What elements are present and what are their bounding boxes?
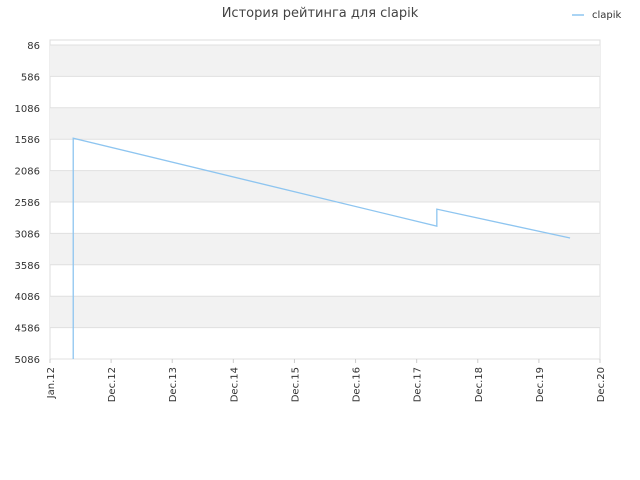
y-tick-label: 5086 bbox=[15, 355, 40, 366]
grid-band bbox=[50, 107, 600, 140]
x-tick-label: Dec.19 bbox=[535, 367, 546, 402]
x-tick-label: Jan.12 bbox=[46, 367, 57, 399]
legend-label: clapik bbox=[592, 10, 622, 21]
y-tick-label: 2586 bbox=[15, 198, 40, 209]
grid-band bbox=[50, 233, 600, 265]
y-tick-label: 3086 bbox=[15, 229, 40, 240]
y-tick-label: 4086 bbox=[15, 292, 40, 303]
y-tick-label: 1086 bbox=[15, 104, 40, 115]
x-tick-label: Dec.20 bbox=[596, 367, 607, 402]
y-tick-label: 86 bbox=[27, 41, 40, 52]
x-tick-label: Dec.13 bbox=[168, 367, 179, 402]
x-tick-label: Dec.16 bbox=[352, 367, 363, 402]
x-tick-label: Dec.15 bbox=[290, 367, 301, 402]
x-tick-label: Dec.17 bbox=[413, 367, 424, 402]
y-tick-label: 3586 bbox=[15, 261, 40, 272]
chart-title: История рейтинга для clapik bbox=[222, 6, 419, 21]
x-tick-label: Dec.14 bbox=[229, 367, 240, 402]
x-tick-label: Dec.18 bbox=[474, 367, 485, 402]
y-tick-label: 4586 bbox=[15, 324, 40, 335]
grid-band bbox=[50, 45, 600, 77]
y-tick-label: 586 bbox=[21, 72, 40, 83]
grid-band bbox=[50, 296, 600, 328]
y-tick-label: 1586 bbox=[15, 135, 40, 146]
x-tick-label: Dec.12 bbox=[107, 367, 118, 402]
grid-band bbox=[50, 170, 600, 202]
series-line bbox=[72, 137, 571, 359]
y-tick-label: 2086 bbox=[15, 167, 40, 178]
